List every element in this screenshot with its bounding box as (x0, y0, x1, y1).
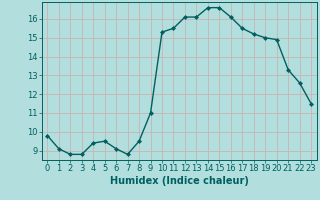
X-axis label: Humidex (Indice chaleur): Humidex (Indice chaleur) (110, 176, 249, 186)
